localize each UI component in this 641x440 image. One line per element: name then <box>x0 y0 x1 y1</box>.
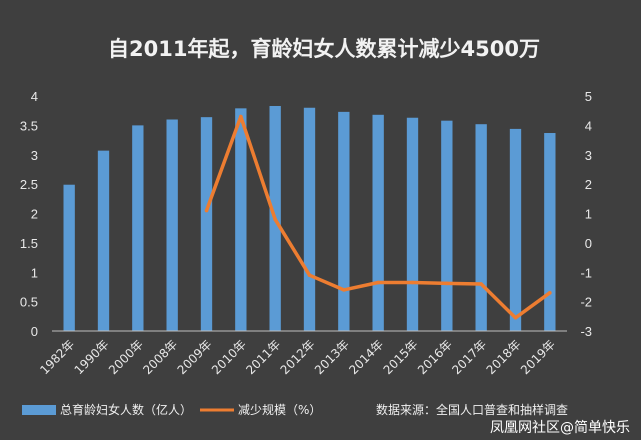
x-tick-label: 2014年 <box>346 337 386 377</box>
left-tick-label: 1 <box>31 265 38 280</box>
bar <box>475 124 487 331</box>
line-point <box>342 288 346 292</box>
bar-series <box>63 105 556 332</box>
line-point <box>445 281 449 286</box>
x-tick-label: 2010年 <box>209 337 249 377</box>
x-tick-label: 2000年 <box>106 337 146 377</box>
left-tick-label: 3 <box>31 148 38 163</box>
line-point <box>204 208 209 213</box>
right-tick-label: 5 <box>585 89 592 104</box>
line-point <box>239 114 243 119</box>
legend-line-label: 减少规模（%） <box>238 402 321 417</box>
right-tick-label: -1 <box>580 265 592 280</box>
left-tick-label: 3.5 <box>20 118 38 133</box>
right-tick-label: -2 <box>580 295 592 310</box>
bar <box>372 114 384 331</box>
chart-title: 自2011年起，育龄妇女人数累计减少4500万 <box>108 37 540 61</box>
x-tick-label: 1990年 <box>72 337 112 377</box>
right-tick-label: 2 <box>585 177 592 192</box>
x-tick-label: 2012年 <box>278 337 318 377</box>
bar <box>132 125 144 331</box>
line-point <box>273 217 277 222</box>
line-point <box>307 273 312 277</box>
bar <box>441 120 453 331</box>
x-tick-label: 2016年 <box>415 337 455 377</box>
bar <box>406 117 419 331</box>
right-axis: -3 -2 -1 0 1 2 3 4 5 <box>580 89 592 339</box>
left-tick-label: 4 <box>31 89 38 104</box>
x-tick-label: 2009年 <box>175 337 215 377</box>
left-tick-label: 0.5 <box>20 295 38 310</box>
right-tick-label: 3 <box>585 148 592 163</box>
bar <box>200 117 213 332</box>
line-point <box>479 282 483 286</box>
left-tick-label: 1.5 <box>20 236 38 251</box>
right-tick-label: -3 <box>580 324 592 339</box>
line-point <box>548 291 552 295</box>
x-tick-label: 2008年 <box>140 337 180 377</box>
left-tick-label: 2.5 <box>20 177 38 192</box>
watermark: 凤凰网社区@简单快乐 <box>490 419 630 436</box>
line-series <box>204 114 552 320</box>
right-tick-label: 4 <box>585 118 592 133</box>
bar <box>544 133 556 331</box>
bar <box>509 128 522 331</box>
left-tick-label: 2 <box>31 207 38 222</box>
x-tick-label: 2013年 <box>312 337 352 377</box>
right-tick-label: 1 <box>585 207 592 222</box>
x-tick-label: 2019年 <box>518 337 558 377</box>
x-tick-label: 2015年 <box>381 337 421 377</box>
left-axis: 0 0.5 1 1.5 2 2.5 3 3.5 4 <box>20 89 38 339</box>
bar <box>235 108 247 332</box>
bar <box>303 107 316 331</box>
legend-bar-swatch <box>22 405 56 415</box>
line-point <box>410 280 415 285</box>
x-tick-label: 2017年 <box>449 337 489 377</box>
x-tick-label: 2018年 <box>484 337 524 377</box>
x-axis: 1982年1990年2000年2008年2009年2010年2011年2012年… <box>37 330 567 377</box>
left-tick-label: 0 <box>31 324 38 339</box>
x-tick-label: 2011年 <box>243 337 283 377</box>
bar <box>97 150 110 331</box>
line-point <box>513 315 518 320</box>
bar <box>166 119 178 331</box>
line-point <box>376 280 380 285</box>
right-tick-label: 0 <box>585 236 592 251</box>
x-tick-label: 1982年 <box>37 337 77 377</box>
bar <box>63 184 75 331</box>
legend: 总育龄妇女人数（亿人） 减少规模（%） <box>22 402 321 417</box>
source-note: 数据来源：全国人口普查和抽样调查 <box>376 402 568 417</box>
legend-bar-label: 总育龄妇女人数（亿人） <box>60 402 192 417</box>
bar <box>338 111 350 331</box>
